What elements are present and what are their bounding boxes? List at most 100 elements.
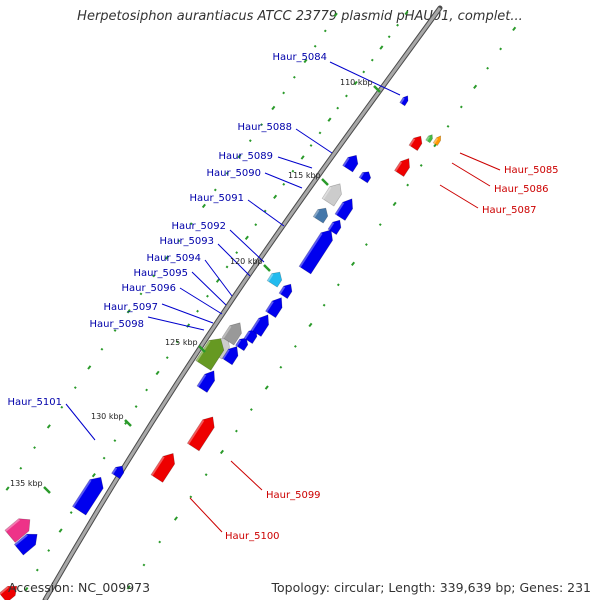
label-leader-line xyxy=(189,497,223,533)
gc-dot xyxy=(215,278,220,283)
gc-dot xyxy=(164,255,169,260)
backbone-arc xyxy=(43,7,442,600)
gene-feature-g5088[interactable] xyxy=(342,152,362,173)
gene-feature-g5101[interactable] xyxy=(111,463,127,480)
label-leader-line xyxy=(230,460,263,491)
gene-feature[interactable] xyxy=(0,582,21,600)
gc-dot xyxy=(392,201,397,207)
gc-dot xyxy=(273,194,278,199)
gc-dot xyxy=(155,370,160,376)
gene-feature[interactable] xyxy=(235,335,251,352)
gc-dot xyxy=(24,586,29,592)
gc-dot xyxy=(404,10,409,16)
label-leader-line xyxy=(204,259,233,297)
gc-dot xyxy=(60,405,64,409)
gene-feature-g5092[interactable] xyxy=(298,226,337,275)
gc-dot xyxy=(46,424,51,429)
gene-label-g5100[interactable]: Haur_5100 xyxy=(225,531,280,542)
gc-dot xyxy=(189,495,193,499)
gene-label-g5086[interactable]: Haur_5086 xyxy=(494,184,549,195)
gene-feature[interactable] xyxy=(425,133,435,144)
gc-dot xyxy=(271,105,276,111)
gc-dot xyxy=(254,223,258,227)
gene-feature-g5087[interactable] xyxy=(394,155,413,177)
gene-label-g5097[interactable]: Haur_5097 xyxy=(103,302,158,313)
label-leader-line xyxy=(459,152,501,171)
gene-feature-g5095[interactable] xyxy=(265,294,287,319)
gc-dot xyxy=(47,549,51,552)
gc-dot xyxy=(446,124,450,128)
gene-feature[interactable] xyxy=(243,326,260,345)
label-leader-line xyxy=(439,184,479,209)
gc-dot xyxy=(113,439,117,443)
label-leader-line xyxy=(247,199,285,227)
gc-dot xyxy=(158,540,162,544)
gene-label-g5091[interactable]: Haur_5091 xyxy=(189,193,244,204)
label-leader-line xyxy=(147,316,205,331)
gene-feature-g5086[interactable] xyxy=(432,134,443,146)
gene-feature-g5100[interactable] xyxy=(150,450,179,483)
gene-label-g5092[interactable]: Haur_5092 xyxy=(171,221,226,232)
gene-feature[interactable] xyxy=(196,368,219,393)
gc-dot xyxy=(292,75,296,79)
gene-feature-g5091[interactable] xyxy=(312,205,331,224)
tick-label: 115 kbp xyxy=(288,171,321,180)
gene-feature-g5097[interactable] xyxy=(221,319,246,346)
gc-dot xyxy=(351,261,356,267)
label-leader-line xyxy=(65,403,96,441)
gc-dot xyxy=(396,23,399,27)
gc-dot xyxy=(300,155,305,160)
gc-dot xyxy=(379,45,384,50)
gc-dot xyxy=(235,251,239,255)
gc-dot xyxy=(113,329,117,332)
label-leader-line xyxy=(451,162,491,187)
gene-label-g5084[interactable]: Haur_5084 xyxy=(272,52,327,63)
gc-dot xyxy=(69,511,73,514)
gene-feature-g5096[interactable] xyxy=(250,312,273,337)
gc-dot xyxy=(333,12,338,18)
gene-feature-g5090[interactable] xyxy=(321,180,346,207)
gene-feature[interactable] xyxy=(71,473,107,516)
map-title: Herpetosiphon aurantiacus ATCC 23779 pla… xyxy=(77,9,523,24)
gene-label-g5099[interactable]: Haur_5099 xyxy=(266,490,321,501)
gc-dot xyxy=(176,340,179,344)
gene-label-g5089[interactable]: Haur_5089 xyxy=(218,151,273,162)
gc-dot xyxy=(204,473,208,477)
tick-mark xyxy=(124,419,132,427)
gc-dot xyxy=(213,188,217,192)
gene-label-g5093[interactable]: Haur_5093 xyxy=(159,236,214,247)
gene-feature-g5085[interactable] xyxy=(408,133,425,152)
label-leader-line xyxy=(161,303,214,324)
gc-dot xyxy=(219,449,224,455)
gene-feature-g5084[interactable] xyxy=(399,94,410,107)
gene-label-g5095[interactable]: Haur_5095 xyxy=(133,268,188,279)
gene-label-g5098[interactable]: Haur_5098 xyxy=(89,319,144,330)
gene-label-g5090[interactable]: Haur_5090 xyxy=(206,168,261,179)
gene-feature-g5094[interactable] xyxy=(278,281,295,300)
gc-dot xyxy=(33,446,36,449)
gene-label-g5088[interactable]: Haur_5088 xyxy=(237,122,292,133)
gc-dot xyxy=(303,58,308,64)
gc-dot xyxy=(362,70,366,74)
gene-feature-g5089[interactable] xyxy=(358,169,373,184)
gc-dot xyxy=(322,303,326,307)
gc-dot xyxy=(249,408,253,411)
gene-label-g5094[interactable]: Haur_5094 xyxy=(146,253,201,264)
gc-dot xyxy=(345,94,348,98)
gene-label-g5096[interactable]: Haur_5096 xyxy=(121,283,176,294)
gene-label-g5087[interactable]: Haur_5087 xyxy=(482,205,537,216)
gc-dot xyxy=(201,203,206,209)
gene-feature-g5099[interactable] xyxy=(186,413,218,452)
gene-feature[interactable] xyxy=(4,514,35,543)
gene-feature[interactable] xyxy=(327,217,344,236)
tick-mark xyxy=(321,178,329,186)
gene-label-g5101[interactable]: Haur_5101 xyxy=(7,397,62,408)
gc-dot xyxy=(327,117,332,122)
gc-dot xyxy=(293,344,297,348)
gc-dot xyxy=(235,429,238,433)
gc-dot xyxy=(353,80,358,86)
gene-feature[interactable] xyxy=(13,529,41,556)
gene-label-g5085[interactable]: Haur_5085 xyxy=(504,165,559,176)
gene-feature-g5093[interactable] xyxy=(266,269,285,288)
gene-feature[interactable] xyxy=(334,196,357,221)
